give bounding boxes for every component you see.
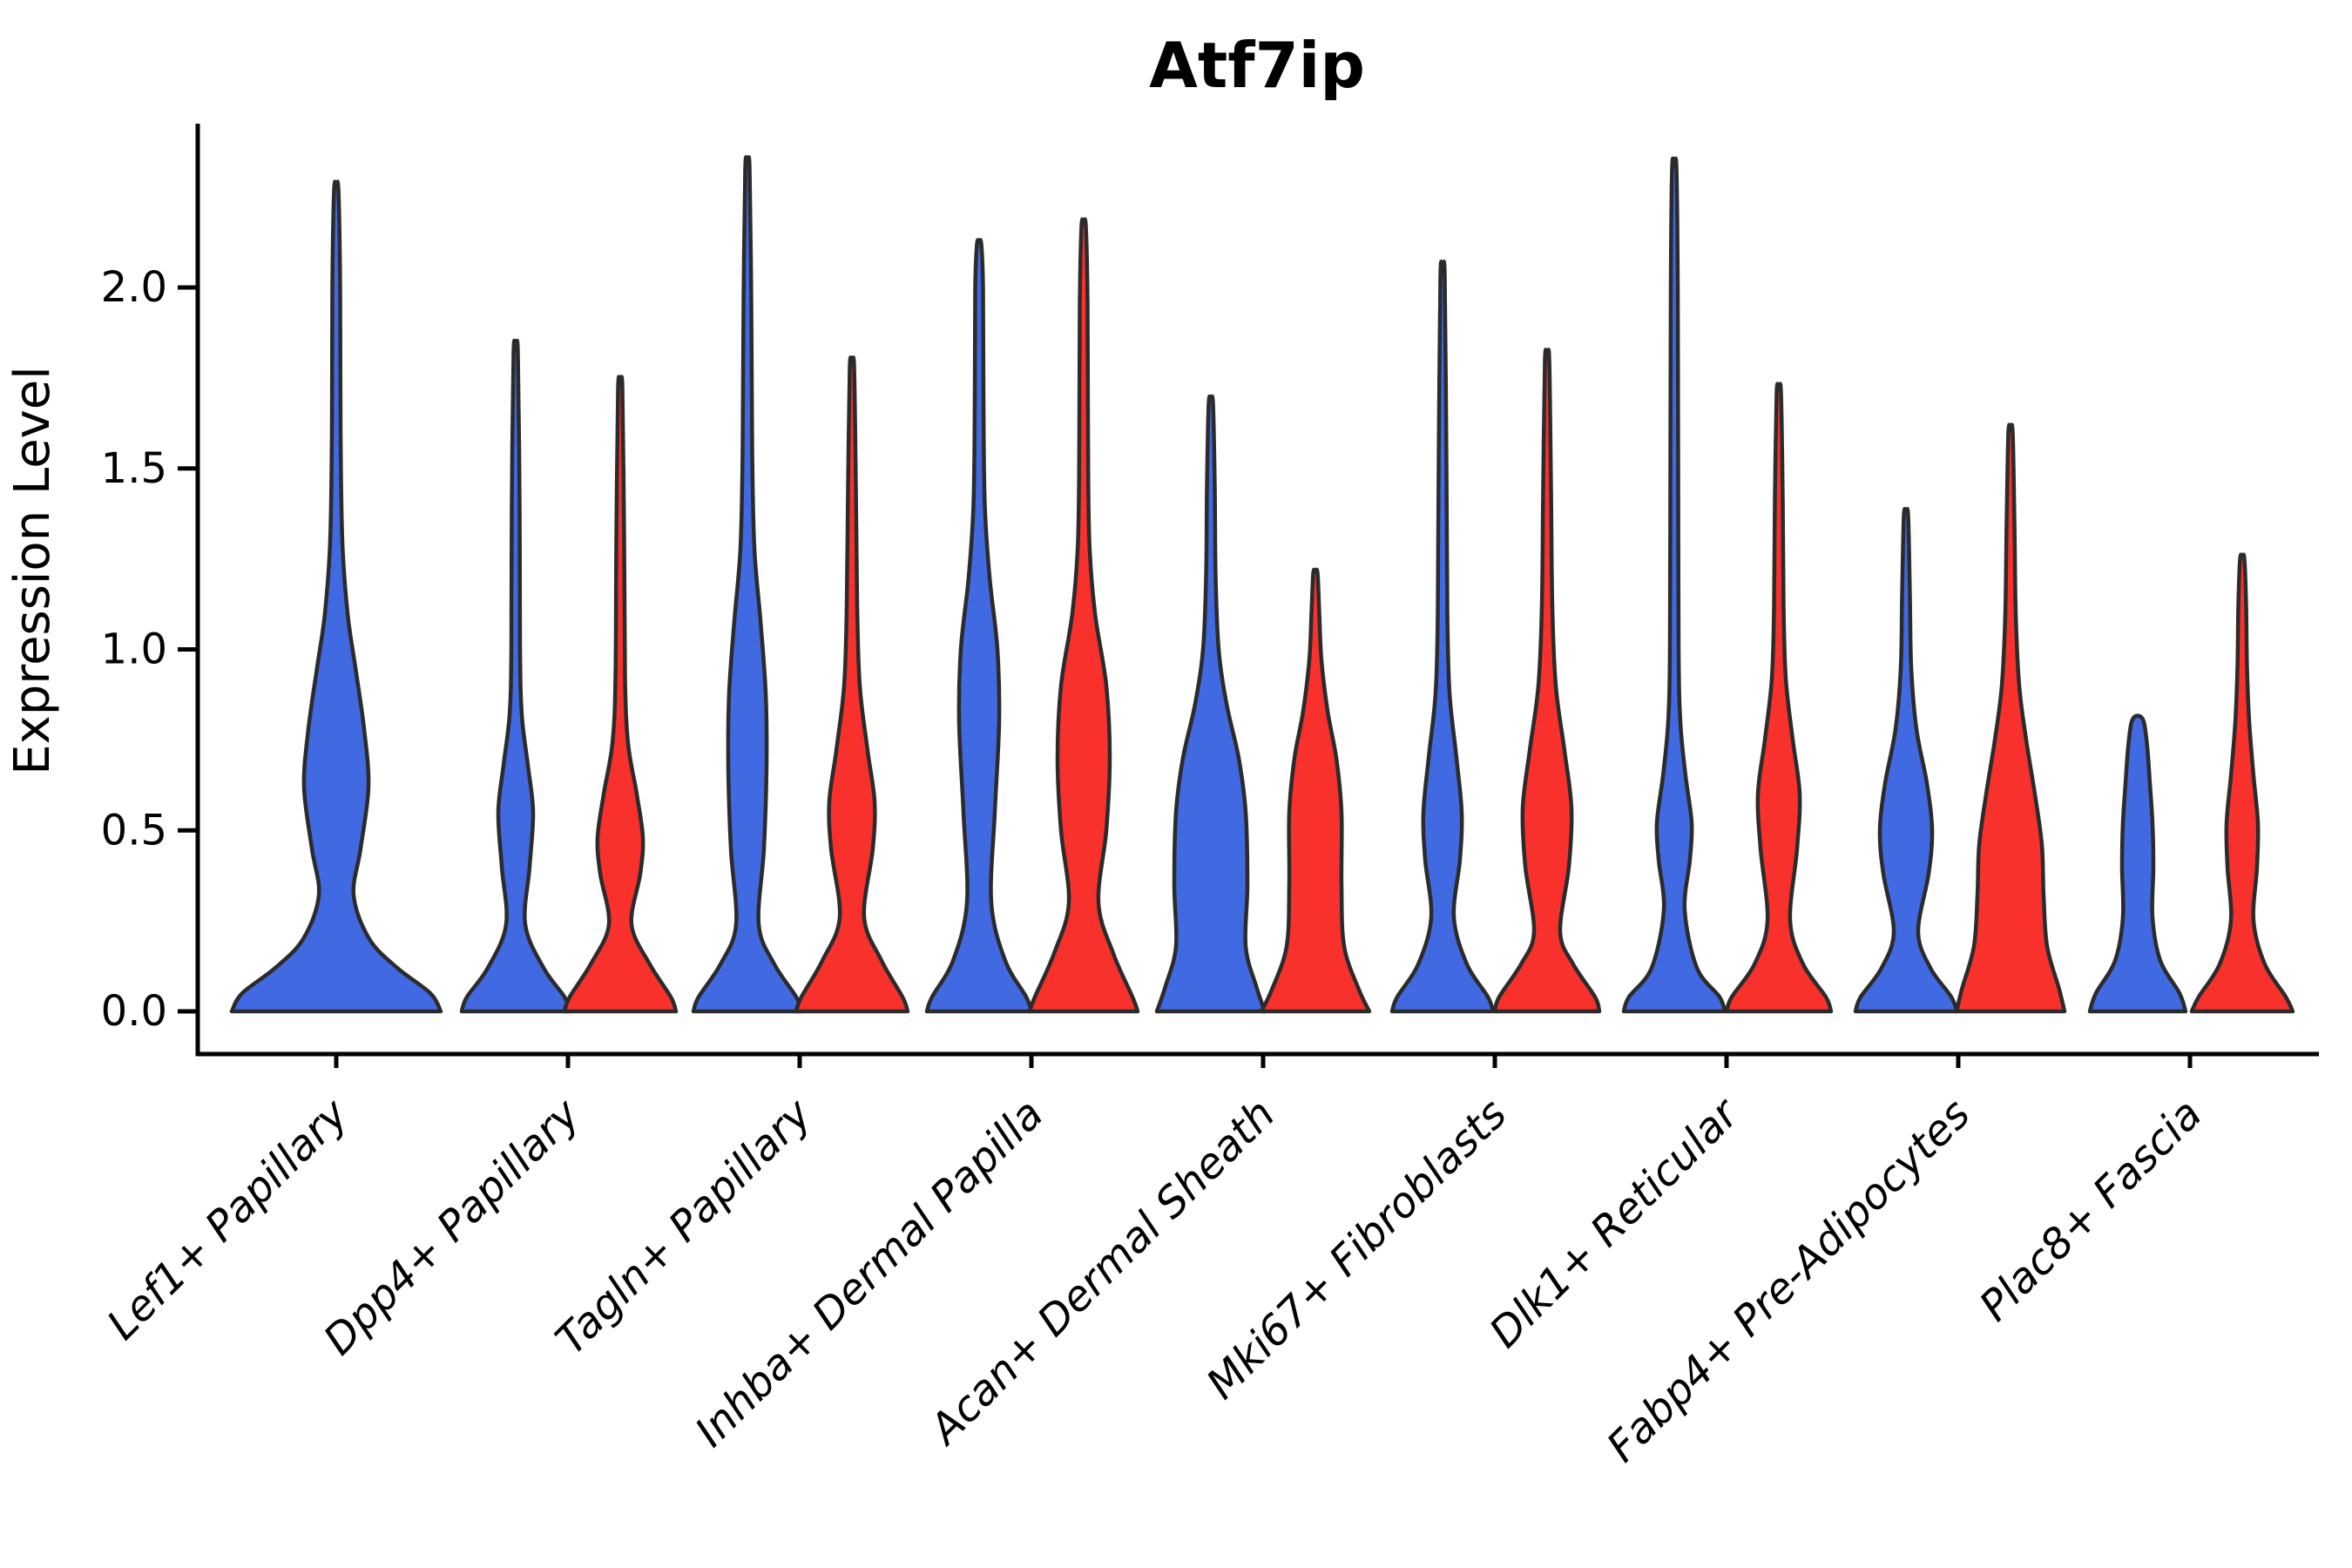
violins-layer [229, 155, 2295, 1014]
y-tick-label-0.5: 0.5 [101, 806, 167, 855]
violin-inhba-dermal-papilla-blue [924, 238, 1034, 1014]
violin-lef1-papillary-blue [229, 179, 443, 1014]
x-tick-label-plac8-fascia: Plac8+ Fascia [1970, 1090, 2212, 1331]
y-axis-label: Expression Level [4, 366, 61, 775]
x-tick-label-dpp4-papillary: Dpp4+ Papillary [314, 1089, 590, 1364]
violin-tagln-papillary-blue [691, 155, 804, 1014]
violin-fabp4-pre-adipocytes-red [1954, 422, 2067, 1014]
y-tick-label-1.5: 1.5 [101, 444, 167, 493]
chart-title: Atf7ip [1149, 29, 1365, 102]
violin-dlk1-reticular-blue [1621, 156, 1727, 1014]
violin-acan-dermal-sheath-blue [1154, 394, 1267, 1014]
violin-mki67-fibroblasts-red [1492, 348, 1602, 1014]
violin-fabp4-pre-adipocytes-blue [1853, 506, 1959, 1014]
x-tick-label-dlk1-reticular: Dlk1+ Reticular [1480, 1088, 1750, 1358]
y-tick-label-0.0: 0.0 [101, 987, 167, 1036]
violin-dpp4-papillary-blue [459, 338, 572, 1014]
axis-spines [195, 124, 2319, 1057]
violin-plac8-fascia-red [2189, 552, 2295, 1014]
x-tick-label-tagln-papillary: Tagln+ Papillary [546, 1089, 821, 1364]
violin-acan-dermal-sheath-red [1259, 567, 1372, 1014]
y-tick-label-1.0: 1.0 [101, 625, 167, 674]
violin-mki67-fibroblasts-blue [1389, 260, 1496, 1014]
violin-tagln-papillary-red [794, 355, 910, 1014]
y-tick-label-2.0: 2.0 [101, 263, 167, 312]
x-tick-label-lef1-papillary: Lef1+ Papillary [98, 1089, 358, 1349]
violin-dpp4-papillary-red [562, 375, 679, 1014]
violin-inhba-dermal-papilla-red [1027, 217, 1140, 1014]
y-axis-ticks: 2.0 1.5 1.0 0.5 0.0 [101, 263, 198, 1036]
violin-plac8-fascia-blue [2087, 713, 2188, 1014]
violin-dlk1-reticular-red [1724, 382, 1834, 1014]
